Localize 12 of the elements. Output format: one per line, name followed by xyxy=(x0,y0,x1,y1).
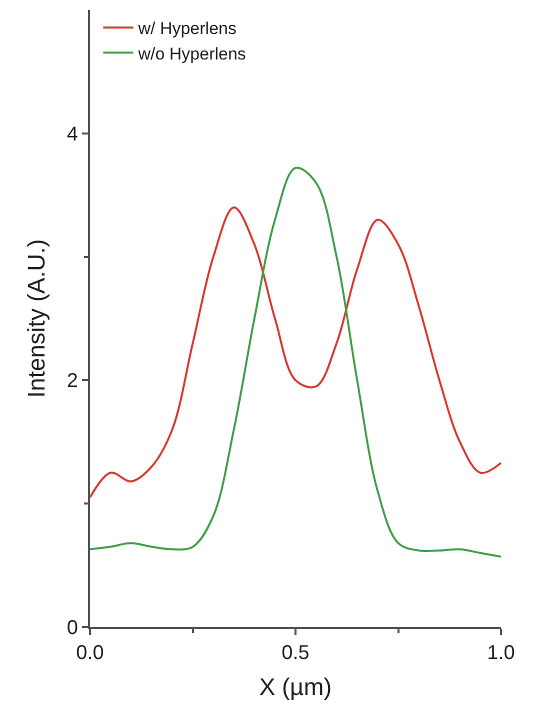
y-tick-label: 4 xyxy=(66,123,78,146)
x-axis-title: X (µm) xyxy=(259,674,332,701)
line-series xyxy=(90,206,501,498)
x-tick-label: 1.0 xyxy=(487,642,515,664)
y-axis-title: Intensity (A.U.) xyxy=(23,239,50,398)
y-tick-label: 0 xyxy=(66,617,78,639)
x-tick-label: 0.5 xyxy=(282,642,310,664)
x-tick-label: 0.0 xyxy=(76,642,104,664)
legend-label: w/o Hyperlens xyxy=(137,44,246,64)
legend-label: w/ Hyperlens xyxy=(137,19,236,38)
line-series xyxy=(90,166,501,558)
y-tick-label: 2 xyxy=(66,370,78,392)
